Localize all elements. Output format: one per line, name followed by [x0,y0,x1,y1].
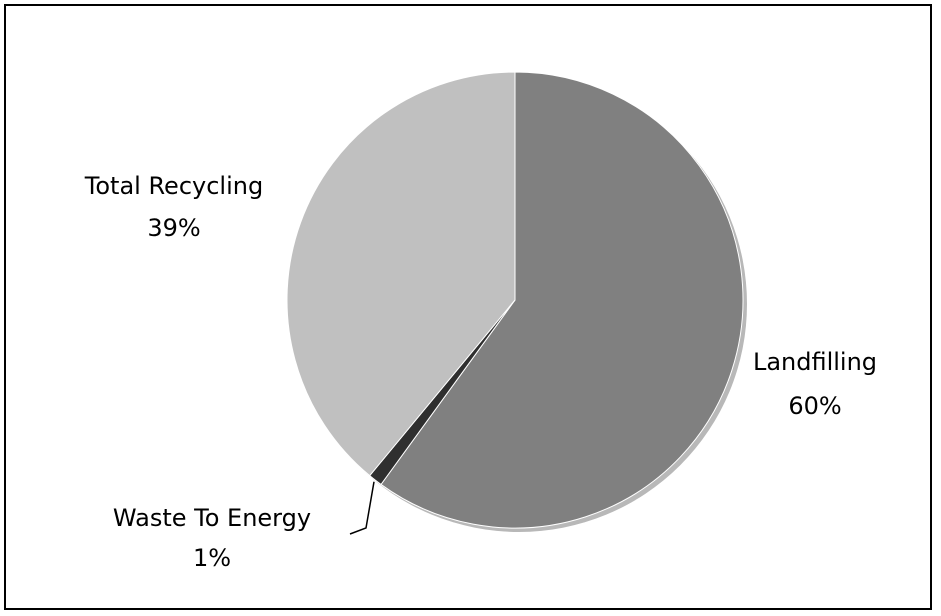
pie-slice-total-recycling [286,71,516,477]
slice-percent-landfilling: 60% [788,392,841,420]
slice-label-waste-to-energy: Waste To Energy [113,504,311,532]
pie-slice-landfilling [380,71,744,529]
slice-percent-waste-to-energy: 1% [193,544,231,572]
slice-label-total-recycling: Total Recycling [84,172,263,200]
slice-percent-total-recycling: 39% [147,214,200,242]
leader-line-waste-to-energy [349,481,375,535]
slice-label-landfilling: Landfilling [753,348,877,376]
